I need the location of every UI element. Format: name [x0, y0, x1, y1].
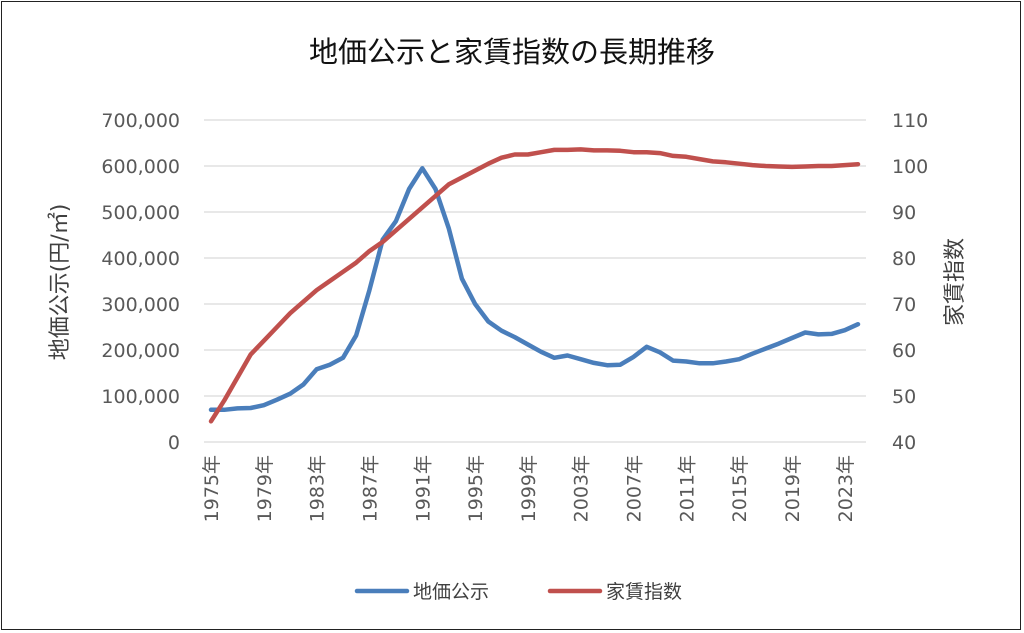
- y-tick-label: 600,000: [101, 156, 180, 178]
- x-tick-label: 1991年: [412, 455, 434, 522]
- y2-tick-label: 50: [892, 386, 916, 408]
- x-tick-label: 2023年: [835, 455, 857, 522]
- chart-title: 地価公示と家賃指数の長期推移: [309, 35, 715, 69]
- x-tick-label: 2003年: [571, 455, 593, 522]
- y-tick-label: 400,000: [101, 248, 180, 270]
- x-tick-label: 1979年: [254, 455, 276, 522]
- x-tick-label: 1983年: [307, 455, 329, 522]
- x-tick-label: 1987年: [359, 455, 381, 522]
- legend-label: 家賃指数: [606, 581, 682, 603]
- y2-tick-label: 110: [892, 110, 928, 132]
- y2-tick-label: 100: [892, 156, 928, 178]
- y2-tick-label: 40: [892, 432, 916, 454]
- x-tick-label: 1975年: [201, 455, 223, 522]
- y-tick-label: 300,000: [101, 294, 180, 316]
- x-tick-label: 2007年: [624, 455, 646, 522]
- x-tick-label: 2011年: [676, 455, 698, 522]
- y-tick-label: 100,000: [101, 386, 180, 408]
- x-tick-label: 1995年: [465, 455, 487, 522]
- x-tick-label: 2015年: [729, 455, 751, 522]
- x-tick-label: 2019年: [782, 455, 804, 522]
- y-tick-label: 200,000: [101, 340, 180, 362]
- y2-tick-label: 90: [892, 202, 916, 224]
- y-axis-label: 地価公示(円/㎡): [47, 204, 73, 361]
- y2-axis-label: 家賃指数: [943, 238, 968, 326]
- series-line-land-price: [208, 166, 861, 413]
- y2-tick-label: 60: [892, 340, 916, 362]
- y-tick-label: 0: [168, 432, 180, 454]
- y-tick-label: 700,000: [101, 110, 180, 132]
- y2-tick-label: 80: [892, 248, 916, 270]
- x-tick-label: 1999年: [518, 455, 540, 522]
- series-line-rent-index: [208, 147, 861, 424]
- legend-label: 地価公示: [413, 581, 489, 603]
- y2-tick-label: 70: [892, 294, 916, 316]
- y-tick-label: 500,000: [101, 202, 180, 224]
